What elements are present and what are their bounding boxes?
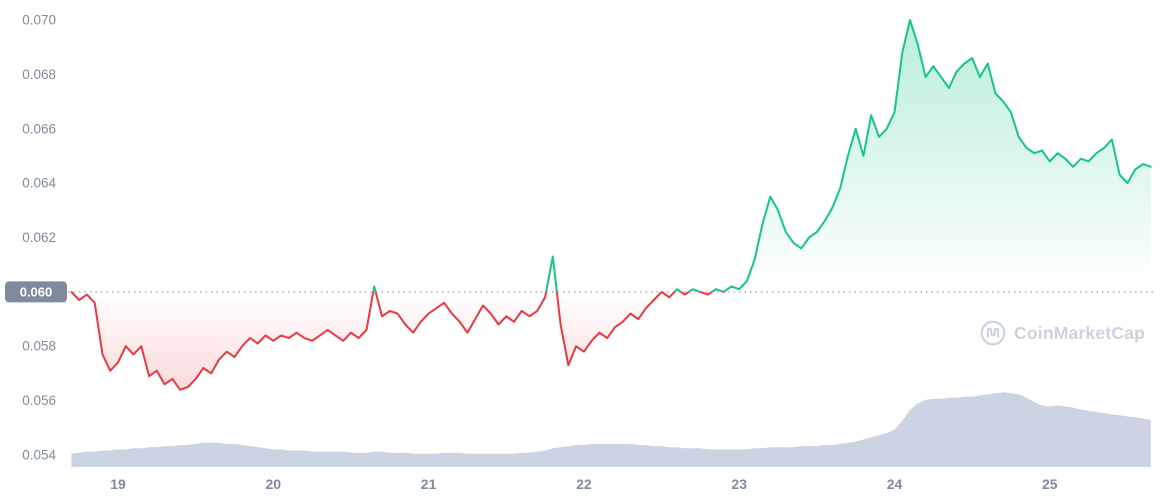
up-fill-area — [71, 20, 1151, 292]
x-axis-label: 25 — [1042, 476, 1058, 492]
baseline-badge — [5, 281, 67, 303]
volume-area — [71, 392, 1151, 467]
y-axis-label: 0.068 — [22, 67, 56, 82]
price-line-up — [70, 19, 1152, 292]
x-axis-label: 20 — [266, 476, 282, 492]
x-axis-label: 23 — [731, 476, 747, 492]
y-axis-label: 0.070 — [22, 13, 56, 28]
y-axis-label: 0.058 — [22, 339, 56, 354]
down-fill-area — [71, 291, 1151, 390]
price-line-down — [70, 291, 726, 391]
y-axis-label: 0.056 — [22, 393, 56, 408]
x-axis-label: 19 — [110, 476, 126, 492]
x-axis-label: 24 — [887, 476, 903, 492]
y-axis-label: 0.062 — [22, 230, 56, 245]
baseline-badge-label: 0.060 — [20, 284, 53, 299]
y-axis-label: 0.066 — [22, 121, 56, 136]
y-axis-label: 0.064 — [22, 176, 56, 191]
y-axis-label: 0.054 — [22, 448, 56, 463]
x-axis-label: 21 — [421, 476, 437, 492]
x-axis-label: 22 — [576, 476, 592, 492]
